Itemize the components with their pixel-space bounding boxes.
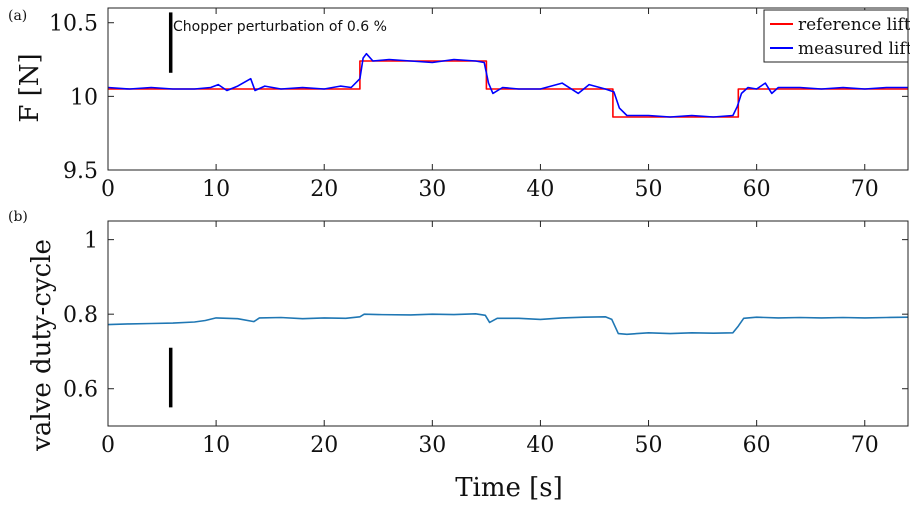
annotation-text: Chopper perturbation of 0.6 % [173, 19, 387, 35]
panel-b-duty-cycle: (b) valve duty-cycle 0 10 20 30 40 50 60 700.60… [8, 209, 909, 503]
x-tick-label: 70 [851, 177, 879, 202]
x-tick-label: 10 [202, 433, 230, 458]
series-line-reference-lift [108, 60, 908, 118]
x-tick-label: 60 [743, 177, 771, 202]
x-tick-label: 10 [202, 177, 230, 202]
panel-a-frame [107, 7, 909, 171]
x-tick-label: 50 [635, 433, 663, 458]
y-tick-label: 9.5 [63, 159, 98, 184]
series-line-measured-lift [107, 52, 908, 118]
y-tick-label: 0.8 [63, 303, 98, 328]
panel-label-a: (a) [8, 8, 27, 24]
y-axis-label-force: F [N] [15, 53, 45, 122]
panel-a-series [107, 52, 908, 118]
x-tick-label: 70 [851, 433, 879, 458]
panel-a-ticks: 0 10 20 30 40 50 60 70 9.5 10 10.5 [49, 8, 908, 202]
x-tick-label: 40 [526, 177, 554, 202]
x-tick-label: 30 [418, 177, 446, 202]
y-tick-label: 1 [84, 229, 98, 254]
y-tick-label: 10.5 [49, 12, 98, 37]
x-tick-label: 0 [101, 433, 115, 458]
x-axis-label-time: Time [s] [455, 473, 563, 503]
panel-a-lift: (a) F [N] 0 10 20 30 40 50 60 70 9.5 10 10.5 Chopp… [8, 7, 910, 202]
panel-b-ticks: 0 10 20 30 40 50 60 70 0.6 0.8 1 [63, 221, 908, 458]
legend: reference lift measured lift [763, 9, 910, 63]
x-tick-label: 0 [101, 177, 115, 202]
legend-box [763, 9, 909, 63]
annotation-group: Chopper perturbation of 0.6 % [168, 12, 387, 73]
x-tick-label: 20 [310, 177, 338, 202]
panel-label-b: (b) [8, 209, 28, 225]
x-tick-label: 30 [418, 433, 446, 458]
x-tick-label: 60 [743, 433, 771, 458]
panel-b-frame [107, 220, 909, 427]
legend-label-reference: reference lift [798, 15, 910, 35]
x-tick-label: 50 [635, 177, 663, 202]
legend-label-measured: measured lift [798, 39, 910, 59]
x-tick-label: 20 [310, 433, 338, 458]
series-line-duty-cycle [107, 312, 909, 336]
panel-b-series [107, 312, 909, 336]
y-tick-label: 10 [70, 85, 98, 110]
x-tick-label: 40 [526, 433, 554, 458]
y-tick-label: 0.6 [63, 378, 98, 403]
y-axis-label-duty-cycle: valve duty-cycle [27, 239, 57, 452]
